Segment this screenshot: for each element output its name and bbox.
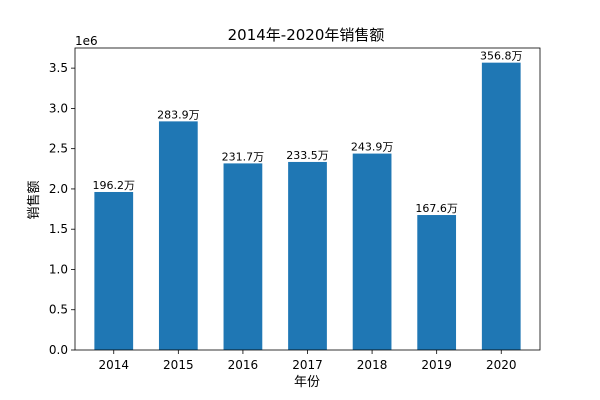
x-tick-label: 2014 [98, 358, 129, 372]
data-label: 283.9万 [157, 108, 200, 121]
y-tick-label: 0.5 [49, 303, 68, 317]
data-label: 233.5万 [286, 149, 329, 162]
x-tick-label: 2019 [421, 358, 452, 372]
data-label: 196.2万 [93, 179, 136, 192]
y-tick-label: 1.5 [49, 222, 68, 236]
y-tick-label: 3.5 [49, 61, 68, 75]
y-tick-label: 3.0 [49, 101, 68, 115]
bar [94, 191, 134, 350]
x-axis-label: 年份 [294, 375, 320, 390]
data-label: 243.9万 [351, 141, 394, 154]
data-label: 167.6万 [415, 202, 458, 215]
bar [481, 62, 521, 350]
y-axis-label: 销售额 [26, 180, 42, 219]
x-tick-label: 2015 [163, 358, 194, 372]
bar [352, 153, 392, 350]
bar [223, 163, 263, 350]
bar [417, 215, 457, 350]
plot-frame [74, 47, 541, 351]
y-axis-multiplier: 1e6 [75, 34, 98, 48]
x-tick-label: 2018 [357, 358, 388, 372]
y-tick-label: 2.5 [49, 142, 68, 156]
x-tick-label: 2016 [228, 358, 259, 372]
data-label: 356.8万 [480, 50, 523, 63]
x-tick-label: 2017 [292, 358, 323, 372]
x-tick-label: 2020 [486, 358, 517, 372]
bar [288, 161, 327, 350]
plot-area: 196.2万 2014 283.9万 2015 231.7万 2016 233.5万 2017… [49, 47, 541, 372]
y-tick-label: 1.0 [49, 262, 68, 276]
bar [158, 121, 198, 351]
y-tick-label: 2.0 [49, 182, 68, 196]
chart-title: 2014年-2020年销售额 [228, 26, 385, 44]
y-tick-label: 0.0 [49, 343, 68, 357]
data-label: 231.7万 [222, 150, 265, 163]
